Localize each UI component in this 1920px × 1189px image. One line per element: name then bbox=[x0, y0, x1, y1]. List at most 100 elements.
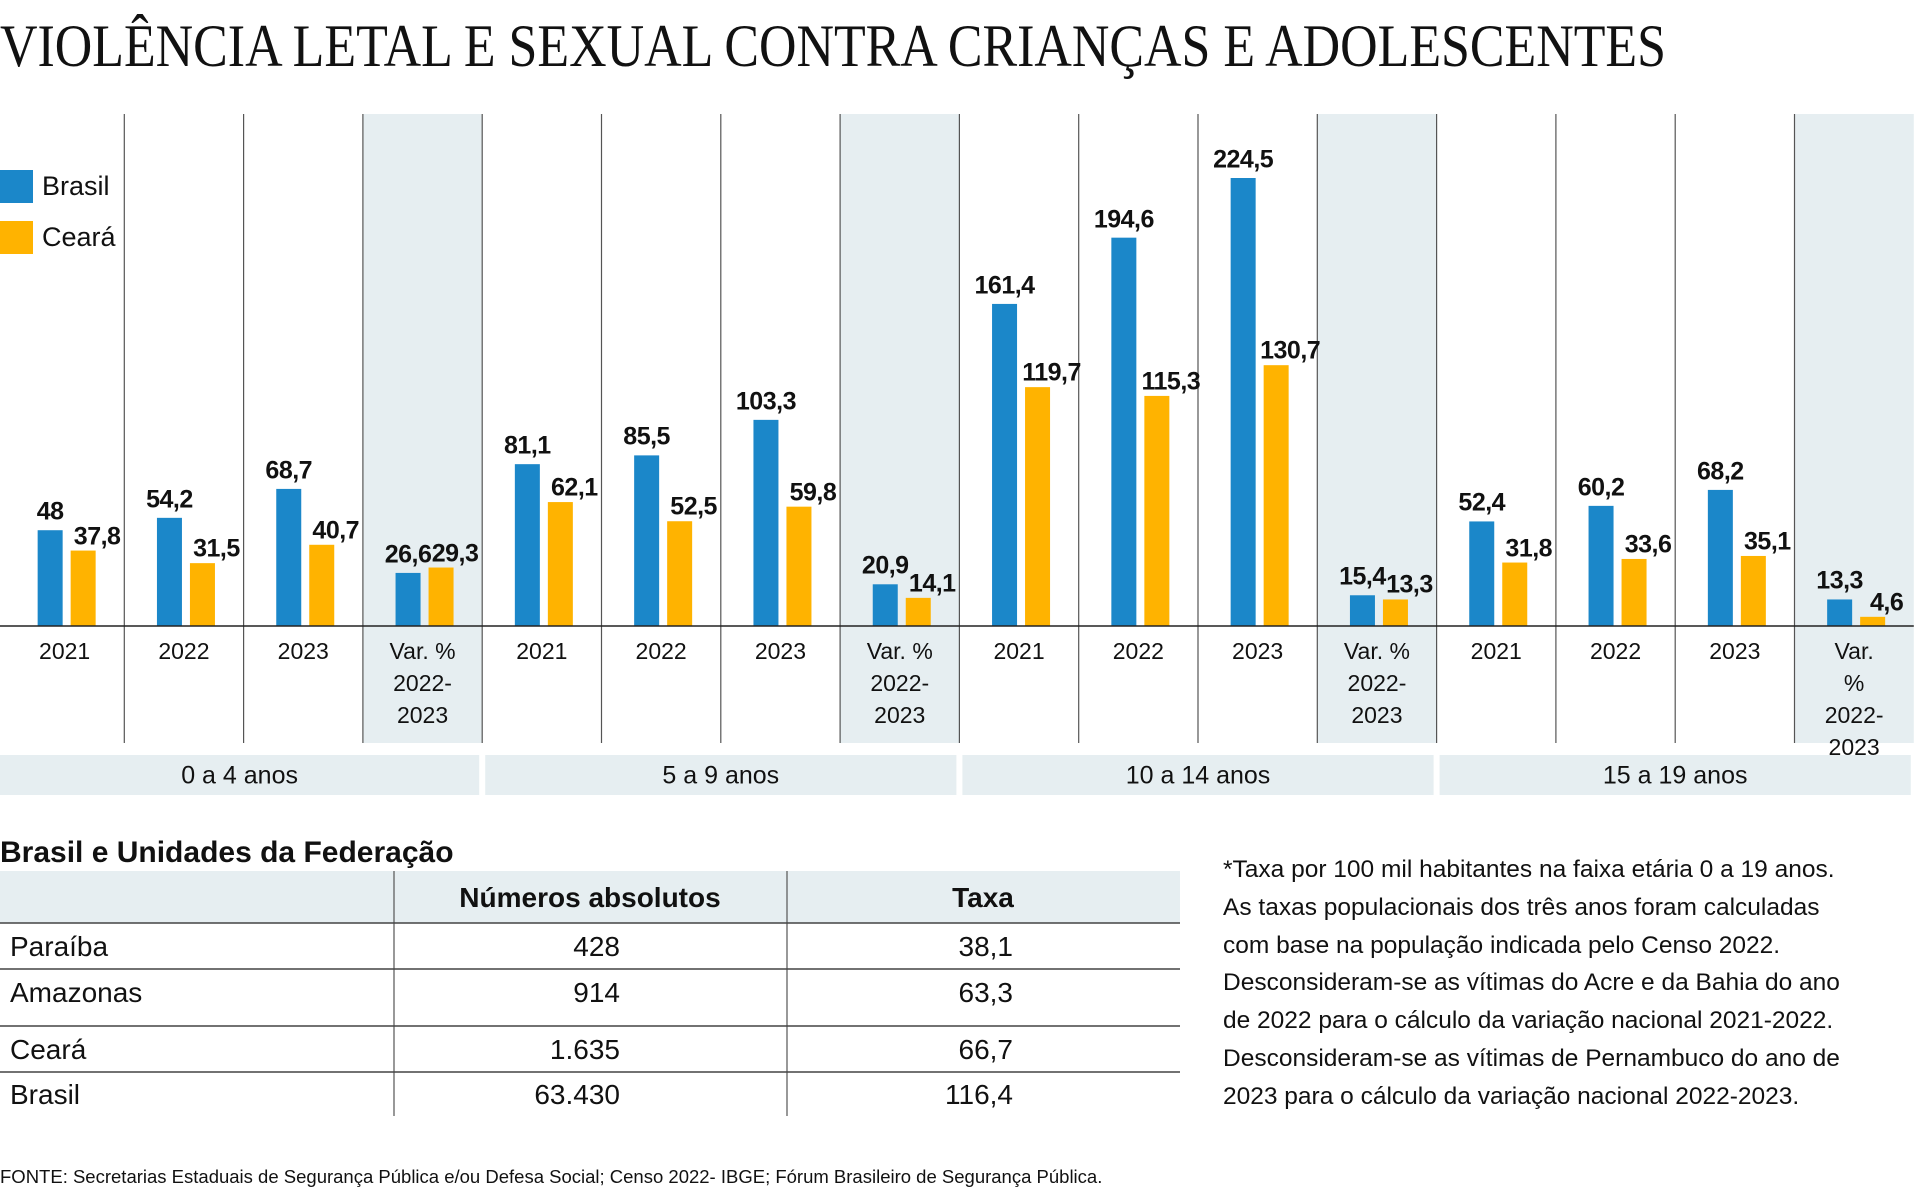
value-label: 52,5 bbox=[670, 492, 717, 521]
bar bbox=[395, 572, 421, 626]
table-cell: 914 bbox=[573, 977, 620, 1008]
column-shade bbox=[840, 114, 960, 743]
x-tick-label: 2023 bbox=[1232, 638, 1284, 664]
value-label: 40,7 bbox=[312, 516, 360, 545]
table-cell: Ceará bbox=[10, 1034, 87, 1065]
note-line: Desconsideram-se as vítimas de Pernambuc… bbox=[1223, 1045, 1840, 1072]
x-tick-label: Var. % 2022- 2023 bbox=[1343, 638, 1410, 728]
legend-swatch bbox=[0, 170, 33, 203]
bar bbox=[1707, 489, 1733, 626]
x-tick-label: 2022 bbox=[1112, 638, 1164, 664]
value-label: 85,5 bbox=[623, 422, 670, 451]
group-label: 5 a 9 anos bbox=[662, 761, 780, 790]
value-label: 161,4 bbox=[974, 271, 1036, 300]
bar bbox=[1588, 505, 1614, 626]
x-tick-label: 2022 bbox=[1589, 638, 1642, 664]
x-tick-label: Var. % 2022- 2023 bbox=[389, 638, 456, 728]
bar bbox=[547, 502, 573, 626]
bar bbox=[37, 530, 63, 626]
x-tick-label: 2022 bbox=[635, 638, 687, 664]
bar bbox=[428, 567, 454, 626]
note-line: com base na população indicada pelo Cens… bbox=[1223, 931, 1781, 959]
legend-label: Ceará bbox=[42, 222, 116, 252]
bar bbox=[1382, 599, 1408, 626]
column-shade bbox=[1317, 114, 1437, 743]
table-cell: Amazonas bbox=[10, 977, 143, 1008]
bar bbox=[1025, 387, 1051, 626]
bar bbox=[905, 597, 931, 626]
value-label: 115,3 bbox=[1141, 367, 1201, 396]
column-shade bbox=[362, 114, 483, 743]
note-line: *Taxa por 100 mil habitantes na faixa et… bbox=[1223, 856, 1835, 883]
table-cell: 1.635 bbox=[549, 1034, 620, 1065]
bar bbox=[1230, 178, 1256, 626]
value-label: 4,6 bbox=[1870, 588, 1904, 617]
x-tick-label: 2023 bbox=[754, 638, 807, 664]
bar bbox=[1263, 365, 1289, 626]
bar bbox=[872, 584, 898, 626]
x-tick-label: 2023 bbox=[277, 638, 329, 664]
note-line: de 2022 para o cálculo da variação nacio… bbox=[1223, 1007, 1834, 1035]
group-label: 10 a 14 anos bbox=[1125, 761, 1271, 790]
x-tick-label: Var. % 2022- 2023 bbox=[1824, 638, 1884, 760]
bar bbox=[514, 464, 540, 626]
bar bbox=[189, 563, 215, 626]
value-label: 119,7 bbox=[1022, 358, 1081, 387]
value-label: 52,4 bbox=[1458, 488, 1506, 517]
value-label: 60,2 bbox=[1577, 473, 1625, 502]
value-label: 48 bbox=[36, 497, 64, 526]
value-label: 20,9 bbox=[861, 551, 909, 580]
value-label: 29,3 bbox=[431, 539, 479, 568]
x-tick-label: 2021 bbox=[39, 638, 91, 664]
value-label: 224,5 bbox=[1213, 145, 1274, 174]
value-label: 13,3 bbox=[1816, 566, 1863, 595]
value-label: 59,8 bbox=[789, 478, 837, 507]
bar bbox=[1144, 395, 1170, 626]
bar bbox=[1469, 521, 1495, 626]
group-band bbox=[0, 755, 480, 795]
value-label: 68,7 bbox=[265, 456, 313, 485]
bar bbox=[1827, 599, 1853, 626]
table-cell: 66,7 bbox=[958, 1034, 1014, 1065]
bar bbox=[156, 517, 182, 626]
bar bbox=[753, 419, 779, 626]
value-label: 54,2 bbox=[146, 485, 193, 514]
value-label: 13,3 bbox=[1386, 570, 1433, 599]
note-line: As taxas populacionais dos três anos for… bbox=[1223, 893, 1820, 921]
note-line: Desconsideram-se as vítimas do Acre e da… bbox=[1223, 969, 1840, 997]
value-label: 26,6 bbox=[384, 540, 432, 569]
bar bbox=[276, 488, 302, 626]
table-title: Brasil e Unidades da Federação bbox=[0, 836, 454, 869]
bar bbox=[1860, 616, 1886, 626]
chart-title: VIOLÊNCIA LETAL E SEXUAL CONTRA CRIANÇAS… bbox=[0, 13, 1666, 79]
value-label: 33,6 bbox=[1624, 530, 1672, 559]
legend-swatch bbox=[0, 221, 33, 254]
value-label: 14,1 bbox=[908, 569, 956, 598]
table-cell: Paraíba bbox=[10, 931, 109, 962]
table-header: Números absolutos bbox=[459, 882, 721, 913]
table-cell: 116,4 bbox=[945, 1079, 1013, 1110]
x-tick-label: Var. % 2022- 2023 bbox=[866, 638, 933, 728]
bar bbox=[1349, 595, 1375, 626]
bar bbox=[1502, 562, 1528, 626]
bar bbox=[1740, 555, 1766, 626]
column-shade bbox=[1794, 114, 1914, 743]
x-tick-label: 2023 bbox=[1709, 638, 1761, 664]
note-line: 2023 para o cálculo da variação nacional… bbox=[1223, 1082, 1800, 1110]
table-header-bg bbox=[0, 871, 1180, 923]
legend-label: Brasil bbox=[42, 171, 110, 201]
bar bbox=[667, 521, 693, 626]
group-band bbox=[1439, 755, 1911, 795]
table-header: Taxa bbox=[952, 882, 1014, 913]
value-label: 15,4 bbox=[1339, 562, 1386, 591]
table-cell: 63,3 bbox=[958, 977, 1014, 1008]
bar bbox=[1621, 558, 1647, 626]
value-label: 81,1 bbox=[504, 431, 551, 460]
group-label: 0 a 4 anos bbox=[181, 761, 298, 790]
bar bbox=[1111, 237, 1137, 626]
group-band bbox=[962, 755, 1434, 795]
value-label: 31,5 bbox=[193, 534, 240, 563]
x-tick-label: 2021 bbox=[1470, 638, 1522, 664]
bar bbox=[634, 455, 660, 626]
